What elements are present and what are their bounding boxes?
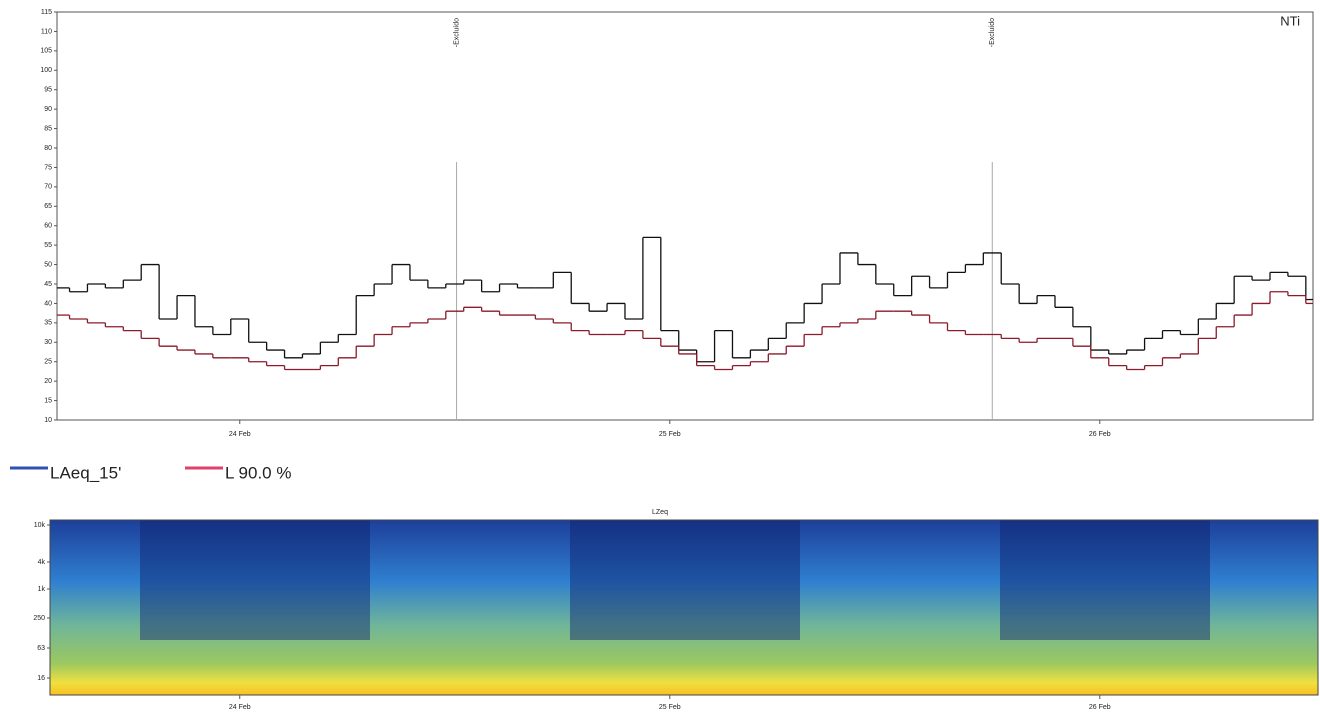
y-tick-label: 100	[40, 67, 52, 74]
night-shade	[1000, 520, 1210, 640]
legend-label: L 90.0 %	[225, 463, 291, 482]
y-tick-label: 95	[44, 87, 52, 94]
legend-label: LAeq_15'	[50, 463, 121, 482]
y-tick-label: 15	[44, 397, 52, 404]
y-tick-label: 40	[44, 300, 52, 307]
y-tick-label: 55	[44, 242, 52, 249]
y-tick-label: 115	[41, 9, 52, 16]
y-tick-label: 75	[44, 164, 52, 171]
logo: NTi	[1280, 13, 1300, 28]
x-tick-label: 25 Feb	[659, 431, 681, 438]
x-tick-label: 26 Feb	[1089, 704, 1111, 711]
spectrogram-image	[50, 520, 1318, 695]
y-tick-label: 70	[44, 184, 52, 191]
x-tick-label: 24 Feb	[229, 431, 251, 438]
y-tick-label: 110	[41, 28, 52, 35]
y-tick-label: 10	[44, 417, 52, 424]
y-tick-label: 30	[44, 339, 52, 346]
step-connector	[68, 291, 1307, 370]
annotation-text: -Excluído	[453, 18, 460, 47]
y-tick-label: 45	[44, 281, 52, 288]
y-tick-label: 80	[44, 145, 52, 152]
step-connector	[68, 237, 1307, 362]
spectrogram-frame	[49, 519, 1319, 696]
y-tick-label: 20	[44, 378, 52, 385]
y-tick-label: 60	[44, 223, 52, 230]
y-tick-label: 35	[44, 320, 52, 327]
y-tick-label: 63	[37, 645, 45, 652]
y-tick-label: 25	[44, 359, 52, 366]
y-tick-label: 10k	[34, 522, 46, 529]
y-tick-label: 50	[44, 261, 52, 268]
x-tick-label: 25 Feb	[659, 704, 681, 711]
y-tick-label: 85	[44, 125, 52, 132]
y-tick-label: 4k	[38, 559, 46, 566]
x-tick-label: 24 Feb	[229, 704, 251, 711]
annotation-text: -Excluído	[989, 18, 996, 47]
plot-frame	[56, 11, 1314, 421]
night-shade	[570, 520, 800, 640]
y-tick-label: 65	[44, 203, 52, 210]
y-tick-label: 250	[33, 615, 45, 622]
spectrogram-title: LZeq	[652, 509, 668, 516]
x-tick-label: 26 Feb	[1089, 431, 1111, 438]
y-tick-label: 16	[37, 675, 45, 682]
y-tick-label: 105	[40, 48, 52, 55]
night-shade	[140, 520, 370, 640]
y-tick-label: 90	[44, 106, 52, 113]
y-tick-label: 1k	[38, 586, 46, 593]
